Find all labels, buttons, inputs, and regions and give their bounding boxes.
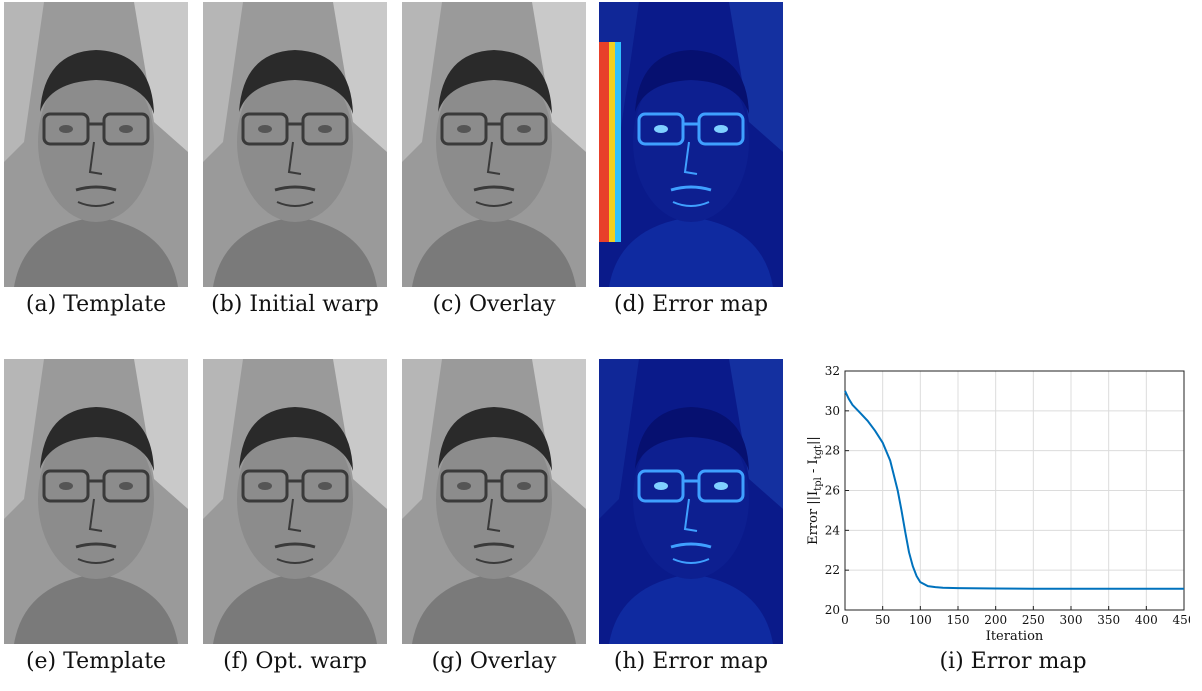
- x-axis-label: Iteration: [986, 629, 1044, 644]
- error-map-image: [599, 2, 783, 287]
- face-image: [4, 2, 188, 287]
- x-tick-label: 450: [1173, 613, 1190, 627]
- y-tick-label: 30: [825, 404, 840, 418]
- x-tick-label: 350: [1097, 613, 1120, 627]
- y-tick-label: 32: [825, 364, 840, 378]
- y-tick-label: 28: [825, 444, 840, 458]
- x-tick-label: 150: [947, 613, 970, 627]
- error-chart: 0 50 100 150 200 250 300 350 400 450 20 22 24 26 28 30 3…: [806, 364, 1190, 644]
- figure-panel: [4, 2, 188, 287]
- panel-caption: (g) Overlay: [431, 649, 557, 674]
- figure-panel: [402, 359, 586, 644]
- x-tick-label: 200: [984, 613, 1007, 627]
- series-line: [844, 390, 1184, 590]
- panel-caption: (a) Template: [25, 292, 167, 317]
- y-tick-label: 26: [825, 484, 840, 498]
- figure-panel: [4, 359, 188, 644]
- face-image: [4, 359, 188, 644]
- face-image: [203, 2, 387, 287]
- figure-panel: [203, 2, 387, 287]
- chart-caption: (i) Error map: [939, 649, 1087, 674]
- panel-caption: (b) Initial warp: [211, 292, 379, 317]
- y-tick-label: 20: [825, 603, 840, 617]
- face-image: [402, 359, 586, 644]
- x-tick-label: 400: [1135, 613, 1158, 627]
- x-tick-label: 0: [841, 613, 849, 627]
- x-tick-label: 50: [875, 613, 890, 627]
- figure-panel: [402, 2, 586, 287]
- figure-panel: [599, 359, 783, 644]
- panel-caption: (e) Template: [25, 649, 167, 674]
- face-image: [203, 359, 387, 644]
- x-tick-label: 250: [1022, 613, 1045, 627]
- figure-panel: [203, 359, 387, 644]
- face-image: [402, 2, 586, 287]
- x-tick-label: 100: [909, 613, 932, 627]
- y-tick-label: 24: [825, 523, 841, 537]
- y-axis-label: Error ||Itpl - Itgt||: [806, 436, 824, 545]
- panel-caption: (h) Error map: [613, 649, 769, 674]
- error-map-image: [599, 359, 783, 644]
- panel-caption: (c) Overlay: [432, 292, 556, 317]
- y-tick-label: 22: [825, 563, 840, 577]
- figure-panel: [599, 2, 783, 287]
- panel-caption: (f) Opt. warp: [223, 649, 367, 674]
- panel-caption: (d) Error map: [613, 292, 769, 317]
- x-tick-label: 300: [1060, 613, 1083, 627]
